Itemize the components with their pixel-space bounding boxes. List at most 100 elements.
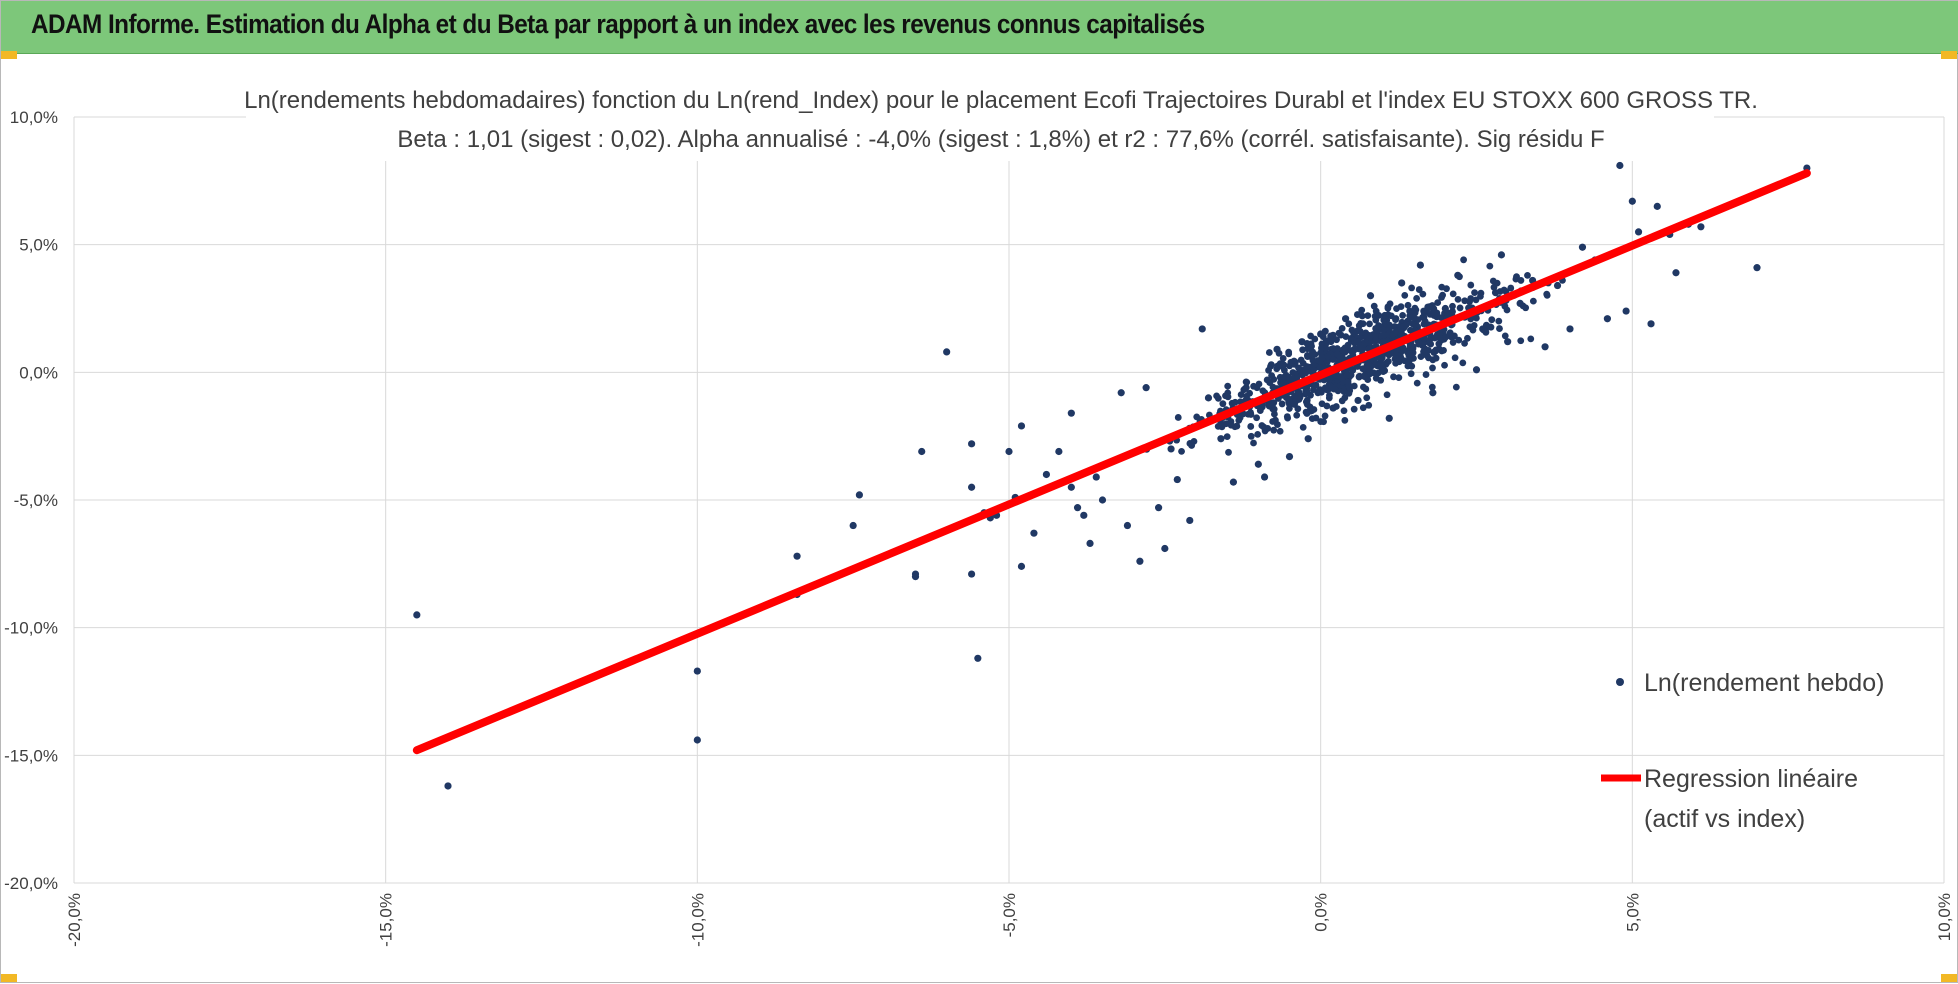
data-point (1356, 341, 1364, 349)
data-point (1377, 360, 1385, 367)
data-point (1213, 392, 1221, 400)
data-point (1005, 447, 1013, 456)
data-point (1233, 422, 1241, 430)
data-point (1400, 346, 1408, 354)
data-point (1373, 311, 1381, 318)
data-point (1193, 413, 1201, 421)
legend-label-regression-line2: (actif vs index) (1644, 805, 1805, 833)
data-point (1256, 407, 1264, 415)
data-point (1495, 317, 1503, 325)
resize-handle-bottom-left[interactable] (1, 974, 17, 982)
data-point (1524, 271, 1531, 279)
data-point (1697, 223, 1705, 231)
data-point (1350, 329, 1358, 337)
data-point (1280, 361, 1288, 369)
resize-handle-top-right[interactable] (1941, 51, 1957, 59)
data-point (1299, 359, 1307, 367)
regression-line (412, 169, 1811, 755)
data-point (1647, 320, 1655, 328)
data-point (693, 736, 701, 744)
legend: Ln(rendement hebdo) Regression linéaire … (1601, 669, 1884, 833)
title-background (246, 79, 1714, 161)
data-point (1092, 473, 1100, 481)
data-point (968, 483, 976, 491)
data-point (1413, 379, 1421, 387)
data-points (413, 161, 1811, 790)
data-point (1385, 414, 1393, 422)
data-point (1301, 366, 1309, 374)
chart-title-line-1: Ln(rendements hebdomadaires) fonction du… (244, 87, 1758, 114)
data-point (1383, 391, 1391, 399)
data-point (1405, 352, 1413, 360)
data-point (1229, 478, 1237, 486)
data-point (1329, 356, 1337, 363)
data-point (1381, 315, 1388, 323)
data-point (1417, 353, 1425, 361)
data-point (1055, 447, 1063, 456)
data-point (1321, 412, 1329, 420)
data-point (1409, 343, 1417, 351)
data-point (1420, 307, 1428, 315)
data-point (1250, 439, 1257, 447)
data-point (1366, 292, 1375, 300)
data-point (1405, 357, 1413, 365)
data-point (1246, 389, 1253, 397)
data-point (1416, 261, 1424, 269)
data-point (1198, 325, 1206, 333)
data-point (1293, 411, 1301, 419)
data-point (1328, 383, 1336, 391)
data-point (1653, 202, 1661, 210)
data-point (1279, 354, 1287, 362)
data-point (1672, 269, 1680, 277)
data-point (1497, 251, 1506, 259)
data-point (1136, 557, 1144, 565)
data-point (1161, 544, 1169, 553)
data-point (1067, 409, 1075, 417)
data-point (1406, 307, 1414, 315)
data-point (1349, 351, 1357, 359)
resize-handle-bottom-right[interactable] (1941, 974, 1957, 982)
resize-handle-top-left[interactable] (1, 51, 17, 59)
data-point (1117, 389, 1125, 397)
data-point (413, 611, 421, 619)
data-point (1403, 320, 1411, 328)
y-tick-label: 0,0% (19, 363, 58, 382)
data-point (1489, 277, 1497, 285)
data-point (1332, 403, 1340, 410)
data-point (1452, 383, 1460, 391)
data-point (1432, 310, 1440, 317)
data-point (693, 667, 701, 675)
data-point (1622, 307, 1630, 315)
data-point (1253, 384, 1261, 392)
data-point (1247, 432, 1255, 440)
data-point (1302, 408, 1310, 416)
data-point (1407, 370, 1415, 378)
data-point (1243, 378, 1251, 386)
data-point (1366, 320, 1373, 328)
data-point (1285, 373, 1293, 381)
data-point (1519, 302, 1527, 310)
data-point (1296, 394, 1304, 401)
data-point (1397, 303, 1405, 310)
data-point (1325, 376, 1333, 384)
data-point (1017, 562, 1026, 570)
data-point (1283, 413, 1291, 420)
x-tick-label: 5,0% (1623, 893, 1642, 932)
data-point (1333, 336, 1340, 344)
data-point (1254, 430, 1262, 438)
data-point (1428, 383, 1436, 391)
data-point (1227, 418, 1235, 425)
data-point (1303, 401, 1311, 408)
data-point (1365, 401, 1373, 409)
data-point (1321, 384, 1329, 392)
data-point (1435, 340, 1443, 348)
data-point (1042, 470, 1050, 479)
data-point (1359, 320, 1367, 328)
data-point (1123, 521, 1132, 530)
data-point (1030, 529, 1038, 537)
data-point (1167, 445, 1175, 453)
data-point (1408, 284, 1416, 292)
data-point (1501, 302, 1509, 310)
